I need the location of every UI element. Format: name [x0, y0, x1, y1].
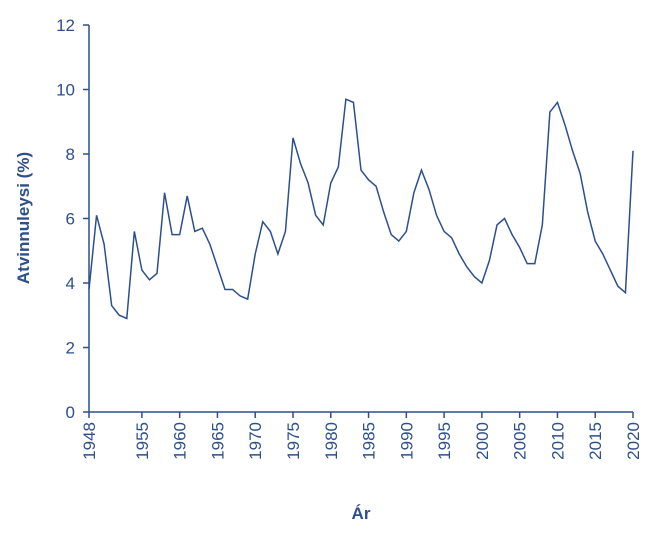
x-tick-label: 2015 [586, 422, 605, 460]
x-tick-label: 1970 [246, 422, 265, 460]
y-tick-label: 4 [66, 274, 75, 293]
data-line [88, 98, 634, 320]
x-tick-label: 1955 [133, 422, 152, 460]
x-tick-label: 1960 [171, 422, 190, 460]
x-tick-label: 1990 [397, 422, 416, 460]
x-tick-label: 2000 [473, 422, 492, 460]
x-axis-label: Ár [352, 504, 371, 523]
y-tick-label: 6 [66, 210, 75, 229]
x-tick-label: 2005 [511, 422, 530, 460]
y-tick-label: 0 [66, 403, 75, 422]
x-tick-label: 2020 [624, 422, 643, 460]
x-tick-label: 1975 [284, 422, 303, 460]
y-tick-label: 10 [56, 81, 75, 100]
x-tick-label: 1948 [80, 422, 99, 460]
x-tick-label: 1995 [435, 422, 454, 460]
y-tick-label: 12 [56, 16, 75, 35]
y-tick-label: 8 [66, 145, 75, 164]
x-tick-label: 1985 [360, 422, 379, 460]
x-tick-label: 2010 [548, 422, 567, 460]
x-tick-label: 1980 [322, 422, 341, 460]
y-axis-label: Atvinnuleysi (%) [14, 152, 33, 284]
x-tick-label: 1965 [208, 422, 227, 460]
y-tick-label: 2 [66, 339, 75, 358]
